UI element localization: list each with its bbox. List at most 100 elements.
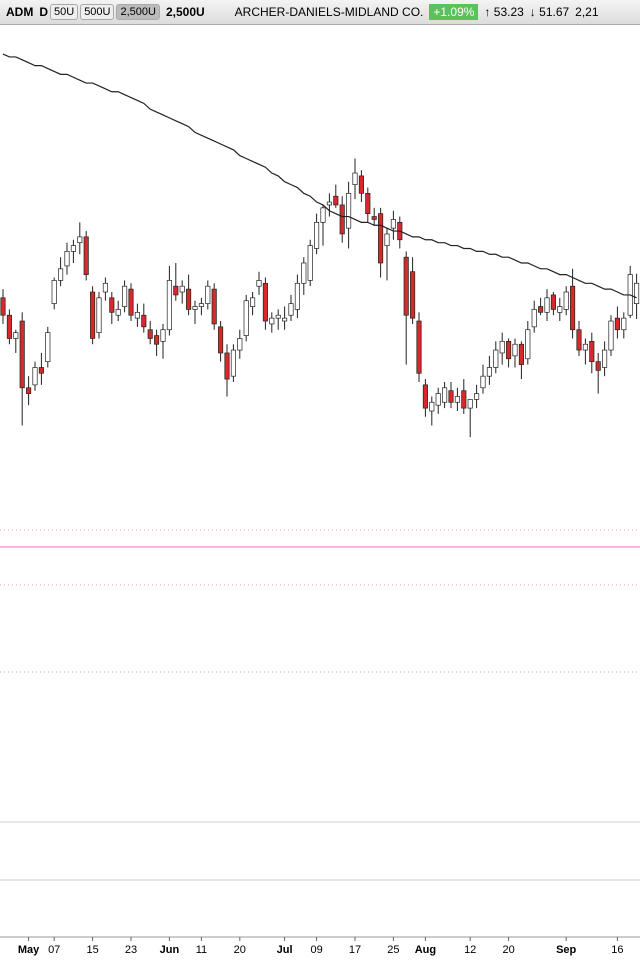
candle-body: [262, 282, 268, 322]
candle-body: [352, 172, 358, 185]
x-tick-label: 25: [387, 944, 399, 956]
high: ↑ 53.23: [484, 5, 524, 19]
candle-body: [339, 204, 345, 235]
candle-body: [243, 300, 249, 336]
x-tick-label: 11: [196, 944, 207, 956]
candle-body: [128, 288, 134, 316]
candle-body: [320, 207, 326, 223]
volume: 2,21: [575, 5, 599, 19]
size-button[interactable]: 50U: [50, 4, 79, 20]
candle-body: [70, 245, 76, 252]
candle-body: [634, 282, 640, 304]
candle-body: [51, 280, 57, 304]
candle-body: [621, 317, 627, 331]
candle-body: [602, 349, 608, 368]
x-tick-label: Jun: [160, 944, 180, 956]
candle-body: [512, 343, 518, 357]
x-tick-label: May: [18, 944, 40, 956]
candle-body: [115, 309, 121, 316]
candle-body: [269, 317, 275, 325]
candle-body: [525, 329, 531, 360]
candle-body: [282, 317, 288, 322]
candle-body: [122, 285, 128, 307]
candle-body: [570, 285, 576, 331]
candle-body: [538, 306, 544, 313]
candle-body: [26, 387, 32, 394]
high-value: 53.23: [493, 5, 524, 19]
period[interactable]: D: [39, 5, 48, 19]
candle-body: [83, 236, 89, 275]
candle-body: [384, 233, 390, 246]
candle-body: [390, 219, 396, 229]
candle-body: [64, 251, 70, 267]
candle-body: [467, 399, 473, 409]
candle-body: [275, 314, 281, 319]
candle-body: [403, 256, 409, 316]
candle-body: [416, 320, 422, 374]
candle-body: [589, 341, 595, 363]
candle-body: [294, 282, 300, 310]
candle-body: [13, 332, 19, 339]
x-tick-label: Aug: [415, 944, 436, 956]
candle-body: [422, 384, 428, 409]
low: ↓ 51.67: [529, 5, 570, 19]
candle-body: [518, 343, 524, 365]
size-button[interactable]: 2,500U: [116, 4, 160, 20]
candle-body: [608, 320, 614, 351]
candle-body: [461, 390, 467, 409]
candle-body: [506, 341, 512, 360]
candle-body: [301, 262, 307, 284]
candle-body: [90, 291, 96, 339]
candle-body: [576, 329, 582, 351]
candle-body: [346, 192, 352, 229]
candle-body: [429, 401, 435, 412]
x-tick-label: 16: [611, 944, 623, 956]
candle-body: [192, 306, 198, 310]
candle-body: [77, 236, 83, 244]
symbol[interactable]: ADM: [6, 5, 34, 19]
candle-body: [442, 387, 448, 403]
x-tick-label: Sep: [556, 944, 576, 956]
candle-body: [448, 390, 454, 403]
x-tick-label: 09: [310, 944, 322, 956]
candle-body: [486, 367, 492, 377]
candle-body: [544, 297, 550, 313]
change: +1.09%: [429, 4, 479, 20]
candle-body: [493, 349, 499, 368]
candle-body: [6, 314, 12, 339]
candle-body: [326, 201, 332, 206]
x-tick-label: 20: [502, 944, 514, 956]
candle-body: [230, 349, 236, 377]
candle-body: [410, 271, 416, 319]
candle-body: [96, 297, 102, 333]
candle-body: [45, 332, 51, 363]
candle-body: [141, 314, 147, 328]
candle-body: [365, 192, 371, 214]
candle-body: [147, 329, 153, 339]
candle-body: [454, 396, 460, 403]
size-select[interactable]: 2,500U: [165, 5, 205, 19]
candle-body: [531, 309, 537, 328]
candle-body: [378, 213, 384, 264]
candle-body: [474, 393, 480, 400]
candle-body: [307, 245, 313, 281]
candle-body: [557, 306, 563, 313]
candle-body: [32, 367, 38, 386]
x-tick-label: 20: [234, 944, 246, 956]
candle-body: [250, 297, 256, 307]
x-tick-label: 15: [86, 944, 98, 956]
candle-body: [134, 311, 140, 319]
candle-body: [58, 268, 64, 281]
size-button[interactable]: 500U: [80, 4, 115, 20]
candle-body: [211, 288, 217, 325]
candle-body: [563, 291, 569, 310]
candle-body: [288, 303, 294, 316]
candle-body: [371, 216, 377, 220]
x-tick-label: 07: [48, 944, 60, 956]
candle-body: [358, 175, 364, 194]
candle-body: [614, 317, 620, 331]
candle-body: [205, 285, 211, 304]
toolbar: ADM D 50U 500U 2,500U 2,500U ARCHER-DANI…: [0, 0, 640, 25]
candle-body: [499, 341, 505, 354]
